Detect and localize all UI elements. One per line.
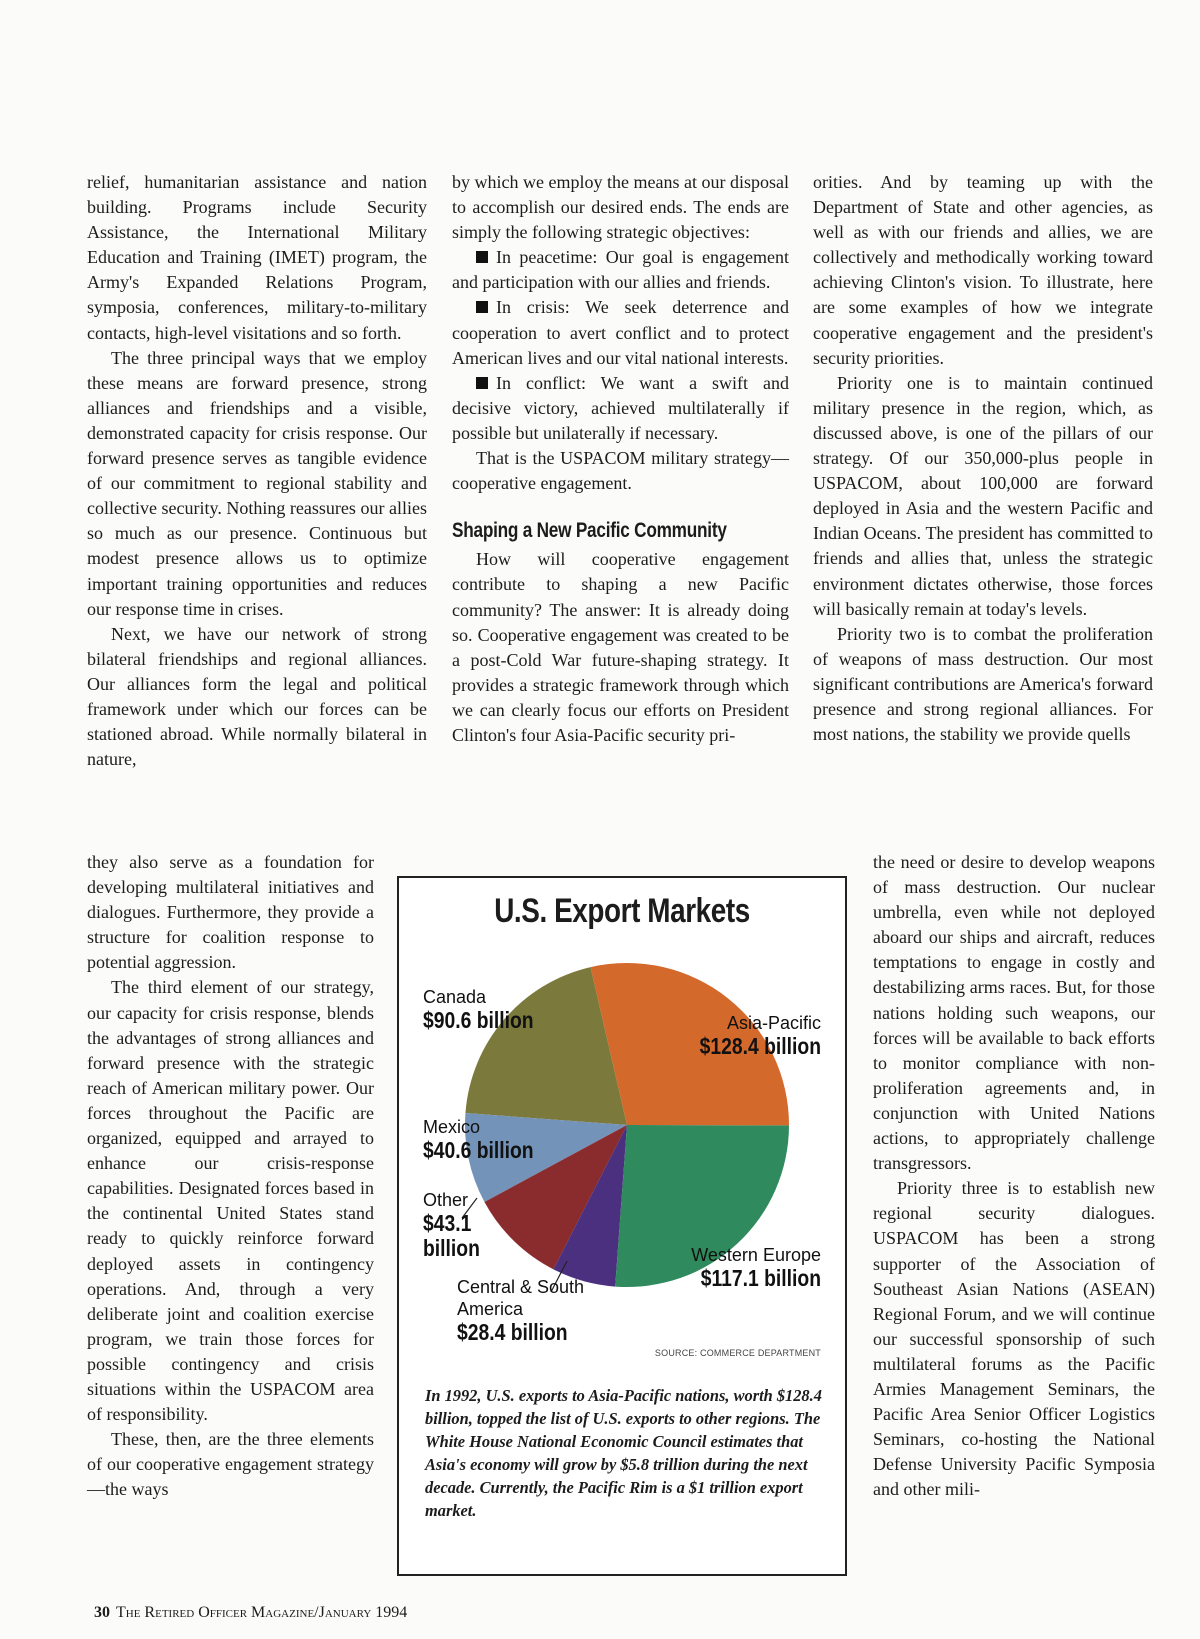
value-label: $40.6 billion xyxy=(423,1137,534,1163)
paragraph: The third element of our strategy, our c… xyxy=(87,977,374,1425)
column-2: by which we employ the means at our disp… xyxy=(452,170,789,748)
bullet-marker xyxy=(476,251,488,264)
slice-label: Central & South America $28.4 billion xyxy=(457,1276,657,1345)
chart xyxy=(461,963,789,1293)
value-label: $43.1 billion xyxy=(423,1210,480,1261)
category-label: Other xyxy=(423,1190,469,1210)
category-label: Canada xyxy=(423,987,487,1007)
chart-caption: In 1992, U.S. exports to Asia-Pacific na… xyxy=(425,1386,822,1520)
bullet-item: In peacetime: Our goal is engagement and… xyxy=(452,245,789,295)
chart-box: U.S. Export Markets SOURCE: COMMERCE DEP… xyxy=(397,876,847,1576)
slice-label: Canada $90.6 billion xyxy=(423,986,623,1033)
value-label: $90.6 billion xyxy=(423,1007,534,1033)
pie-slice xyxy=(465,967,627,1125)
value-label: $128.4 billion xyxy=(699,1033,821,1059)
paragraph: The three principal ways that we employ … xyxy=(87,347,427,619)
category-label: Asia-Pacific xyxy=(726,1013,821,1033)
paragraph: These, then, are the three elements of o… xyxy=(87,1429,374,1500)
value-label: $117.1 billion xyxy=(700,1265,821,1291)
chart-title: U.S. Export Markets xyxy=(494,892,750,930)
bullet-item: In crisis: We seek deterrence and cooper… xyxy=(452,295,789,370)
leader-line xyxy=(461,1197,478,1219)
footer: 30 The Retired Officer Magazine/January 1… xyxy=(94,1604,407,1622)
column-1: relief, humanitarian assistance and nati… xyxy=(87,170,427,772)
column-3: orities. And by teaming up with the Depa… xyxy=(813,170,1153,747)
category-label: Western Europe xyxy=(691,1245,821,1265)
paragraph: the need or desire to develop weapons of… xyxy=(873,852,1155,1174)
chart-source: SOURCE: COMMERCE DEPARTMENT xyxy=(654,1348,821,1358)
category-label: Central & South America xyxy=(457,1277,585,1319)
bullet-item: In conflict: We want a swift and decisiv… xyxy=(452,371,789,446)
bullet-text: In crisis: We seek deterrence and cooper… xyxy=(452,297,789,368)
page-number: 30 xyxy=(94,1604,110,1621)
bullet-marker xyxy=(476,376,488,389)
bullet-marker xyxy=(476,301,488,314)
pie-slice xyxy=(465,1113,627,1203)
paragraph: That is the USPACOM military strategy—co… xyxy=(452,448,789,494)
value-label: $28.4 billion xyxy=(457,1319,568,1345)
slice-label: Mexico $40.6 billion xyxy=(423,1116,623,1163)
column-1-wrap: they also serve as a foundation for deve… xyxy=(87,850,374,1502)
pie-slice xyxy=(590,963,789,1126)
pie-slice xyxy=(615,1125,789,1287)
slice-label: Asia-Pacific $128.4 billion xyxy=(561,1012,821,1059)
pie-slice xyxy=(484,1125,627,1270)
paragraph: Priority two is to combat the proliferat… xyxy=(813,623,1153,745)
bullet-text: In peacetime: Our goal is engagement and… xyxy=(452,247,789,293)
paragraph: they also serve as a foundation for deve… xyxy=(87,852,374,973)
paragraph: How will cooperative engagement contribu… xyxy=(452,549,789,745)
bullet-text: In conflict: We want a swift and decisiv… xyxy=(452,372,789,443)
paragraph: relief, humanitarian assistance and nati… xyxy=(87,172,427,343)
bullet-list: In peacetime: Our goal is engagement and… xyxy=(452,245,789,446)
category-label: Mexico xyxy=(423,1117,481,1137)
paragraph: Next, we have our network of strong bila… xyxy=(87,623,427,770)
slice-label: Other $43.1 billion xyxy=(423,1189,489,1261)
publication: The Retired Officer Magazine/January 199… xyxy=(116,1604,408,1621)
paragraph: Priority three is to establish new regio… xyxy=(873,1178,1155,1500)
pie-slice xyxy=(553,1125,627,1287)
column-3-wrap: the need or desire to develop weapons of… xyxy=(873,850,1155,1502)
paragraph: orities. And by teaming up with the Depa… xyxy=(813,172,1153,368)
leader-line xyxy=(550,1260,568,1293)
paragraph: Priority one is to maintain continued mi… xyxy=(813,372,1153,619)
slice-label: Western Europe $117.1 billion xyxy=(561,1244,821,1291)
paragraph: by which we employ the means at our disp… xyxy=(452,172,789,243)
section-heading: Shaping a New Pacific Community xyxy=(452,519,727,543)
